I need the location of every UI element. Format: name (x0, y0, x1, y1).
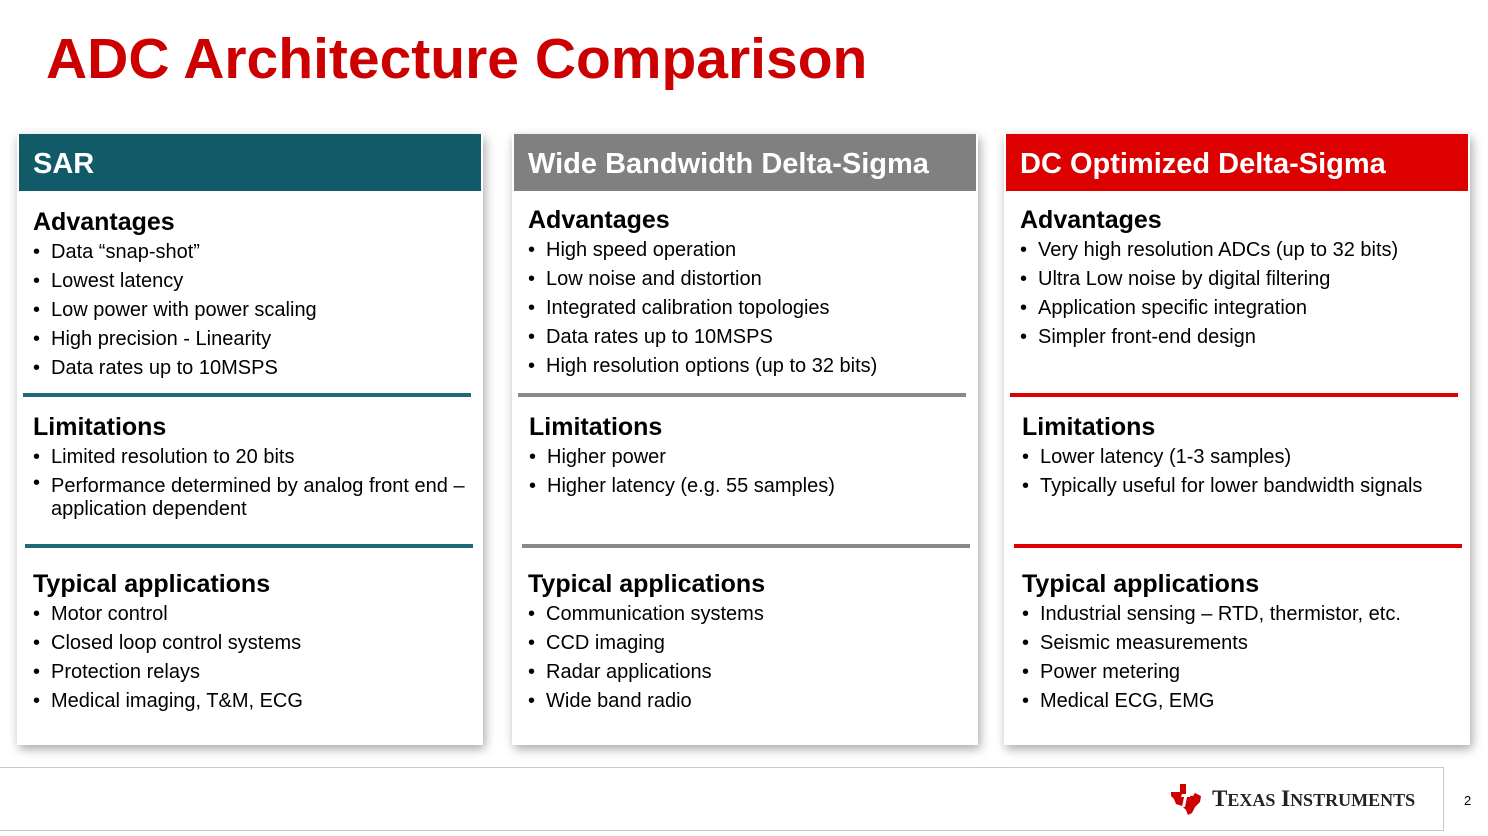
page-number: 2 (1464, 793, 1472, 808)
list-item: Very high resolution ADCs (up to 32 bits… (1020, 236, 1460, 265)
dc-optimized-card: DC Optimized Delta-Sigma Advantages Very… (1004, 134, 1470, 745)
wide-advantages: Advantages High speed operation Low nois… (528, 205, 968, 381)
slide-title: ADC Architecture Comparison (46, 27, 868, 91)
list-item: Data rates up to 10MSPS (33, 354, 473, 383)
sar-header: SAR (19, 134, 481, 191)
dc-limitations-heading: Limitations (1022, 413, 1156, 441)
list-item: Lowest latency (33, 267, 473, 296)
list-item: Low power with power scaling (33, 296, 473, 325)
dc-divider (1010, 393, 1458, 397)
wide-divider (518, 393, 966, 397)
sar-divider (23, 393, 471, 397)
dc-applications-heading: Typical applications (1022, 570, 1260, 598)
list-item: Industrial sensing – RTD, thermistor, et… (1022, 600, 1460, 629)
dc-limitations: Limitations Lower latency (1-3 samples) … (1022, 412, 1460, 501)
ti-brand: TEXAS INSTRUMENTS (1168, 782, 1415, 816)
list-item: Simpler front-end design (1020, 323, 1460, 352)
wide-applications-heading: Typical applications (528, 570, 766, 598)
list-item: Low noise and distortion (528, 265, 968, 294)
list-item: Closed loop control systems (33, 629, 473, 658)
wide-advantages-heading: Advantages (528, 206, 670, 234)
list-item: Integrated calibration topologies (528, 294, 968, 323)
list-item: Protection relays (33, 658, 473, 687)
texas-state-logo-icon (1171, 784, 1201, 815)
dc-advantages: Advantages Very high resolution ADCs (up… (1020, 205, 1460, 352)
list-item: Medical ECG, EMG (1022, 687, 1460, 716)
list-item: Lower latency (1-3 samples) (1022, 443, 1460, 472)
sar-card: SAR Advantages Data “snap-shot” Lowest l… (17, 134, 483, 745)
list-item: Power metering (1022, 658, 1460, 687)
list-item: Ultra Low noise by digital filtering (1020, 265, 1460, 294)
list-item: High precision - Linearity (33, 325, 473, 354)
sar-divider (25, 544, 473, 548)
sar-limitations-heading: Limitations (33, 413, 167, 441)
wide-divider (522, 544, 970, 548)
dc-advantages-heading: Advantages (1020, 206, 1162, 234)
sar-applications: Typical applications Motor control Close… (33, 569, 473, 716)
footer-divider (0, 767, 1443, 768)
wide-bandwidth-header: Wide Bandwidth Delta-Sigma (514, 134, 976, 191)
sar-advantages-heading: Advantages (33, 208, 175, 236)
dc-applications: Typical applications Industrial sensing … (1022, 569, 1460, 716)
list-item: High speed operation (528, 236, 968, 265)
list-item: Wide band radio (528, 687, 968, 716)
list-item: Application specific integration (1020, 294, 1460, 323)
list-item: Medical imaging, T&M, ECG (33, 687, 473, 716)
list-item: High resolution options (up to 32 bits) (528, 352, 968, 381)
list-item: Data rates up to 10MSPS (528, 323, 968, 352)
list-item: Communication systems (528, 600, 968, 629)
list-item: Typically useful for lower bandwidth sig… (1022, 472, 1460, 501)
dc-optimized-header: DC Optimized Delta-Sigma (1006, 134, 1468, 191)
wide-applications: Typical applications Communication syste… (528, 569, 968, 716)
list-item: Radar applications (528, 658, 968, 687)
list-item: Higher power (529, 443, 968, 472)
list-item: Motor control (33, 600, 473, 629)
sar-applications-heading: Typical applications (33, 570, 271, 598)
footer-bottom-border (0, 830, 1443, 831)
wide-limitations-heading: Limitations (529, 413, 663, 441)
list-item: Limited resolution to 20 bits (33, 443, 473, 472)
sar-advantages: Advantages Data “snap-shot” Lowest laten… (33, 207, 473, 383)
list-item: Performance determined by analog front e… (33, 472, 473, 521)
footer-vertical-divider (1443, 767, 1444, 831)
list-item: Seismic measurements (1022, 629, 1460, 658)
sar-limitations: Limitations Limited resolution to 20 bit… (33, 412, 473, 521)
wide-bandwidth-card: Wide Bandwidth Delta-Sigma Advantages Hi… (512, 134, 978, 745)
brand-name: TEXAS INSTRUMENTS (1212, 786, 1416, 811)
list-item: Data “snap-shot” (33, 238, 473, 267)
dc-divider (1014, 544, 1462, 548)
wide-limitations: Limitations Higher power Higher latency … (529, 412, 968, 501)
list-item: Higher latency (e.g. 55 samples) (529, 472, 968, 501)
list-item: CCD imaging (528, 629, 968, 658)
